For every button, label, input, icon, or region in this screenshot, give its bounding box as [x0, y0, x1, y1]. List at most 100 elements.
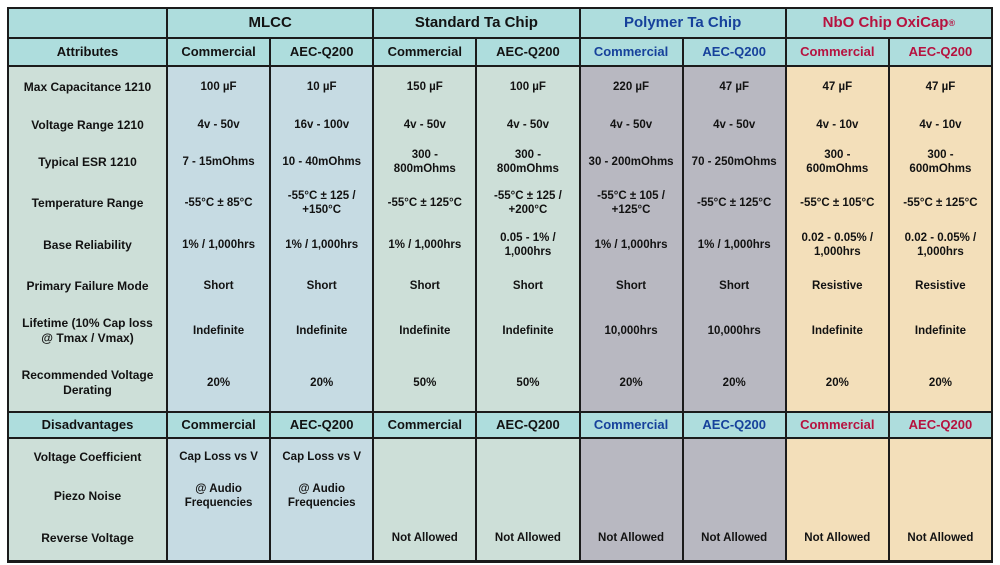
- cell-temperature-range-standard-ta-commercial: -55°C ± 125°C: [372, 181, 476, 225]
- corner-cell: [9, 9, 166, 39]
- cell-lifetime-10-cap-loss-tmax-vmax-polymer-commercial: 10,000hrs: [578, 307, 682, 355]
- cell-max-capacitance-1210-standard-ta-commercial: 150 µF: [372, 67, 476, 107]
- cell-primary-failure-mode-nbo-aec-q200: Resistive: [887, 265, 991, 307]
- cell-reverse-voltage-nbo-aec-q200: Not Allowed: [887, 516, 991, 560]
- cell-typical-esr-1210-mlcc-commercial: 7 - 15mOhms: [166, 143, 270, 181]
- subheader-standard-ta-aec-q200: AEC-Q200: [475, 39, 579, 67]
- cell-voltage-range-1210-nbo-commercial: 4v - 10v: [784, 107, 888, 143]
- cell-voltage-coefficient-mlcc-commercial: Cap Loss vs V: [166, 439, 270, 476]
- cell-temperature-range-mlcc-commercial: -55°C ± 85°C: [166, 181, 270, 225]
- cell-voltage-range-1210-mlcc-commercial: 4v - 50v: [166, 107, 270, 143]
- cell-reverse-voltage-polymer-commercial: Not Allowed: [578, 516, 682, 560]
- row-label-max-capacitance-1210: Max Capacitance 1210: [9, 67, 166, 107]
- cell-lifetime-10-cap-loss-tmax-vmax-nbo-commercial: Indefinite: [784, 307, 888, 355]
- cell-recommended-voltage-derating-standard-ta-aec-q200: 50%: [475, 355, 579, 411]
- disadvantages-subheader-nbo-aec-q200: AEC-Q200: [887, 411, 991, 439]
- cell-piezo-noise-polymer-aec-q200: [681, 476, 785, 516]
- subheader-polymer-commercial: Commercial: [578, 39, 682, 67]
- cell-piezo-noise-nbo-commercial: [784, 476, 888, 516]
- cell-base-reliability-nbo-commercial: 0.02 - 0.05% / 1,000hrs: [784, 225, 888, 265]
- cell-temperature-range-mlcc-aec-q200: -55°C ± 125 / +150°C: [269, 181, 373, 225]
- cell-primary-failure-mode-standard-ta-commercial: Short: [372, 265, 476, 307]
- disadvantages-subheader-mlcc-aec-q200: AEC-Q200: [269, 411, 373, 439]
- cell-primary-failure-mode-polymer-commercial: Short: [578, 265, 682, 307]
- disadvantages-subheader-mlcc-commercial: Commercial: [166, 411, 270, 439]
- disadvantages-subheader-nbo-commercial: Commercial: [784, 411, 888, 439]
- cell-max-capacitance-1210-nbo-aec-q200: 47 µF: [887, 67, 991, 107]
- cell-voltage-coefficient-standard-ta-aec-q200: [475, 439, 579, 476]
- cell-lifetime-10-cap-loss-tmax-vmax-standard-ta-aec-q200: Indefinite: [475, 307, 579, 355]
- cell-recommended-voltage-derating-nbo-commercial: 20%: [784, 355, 888, 411]
- cell-voltage-coefficient-polymer-commercial: [578, 439, 682, 476]
- cell-max-capacitance-1210-polymer-aec-q200: 47 µF: [681, 67, 785, 107]
- cell-max-capacitance-1210-standard-ta-aec-q200: 100 µF: [475, 67, 579, 107]
- cell-base-reliability-mlcc-aec-q200: 1% / 1,000hrs: [269, 225, 373, 265]
- cell-base-reliability-standard-ta-commercial: 1% / 1,000hrs: [372, 225, 476, 265]
- cell-piezo-noise-standard-ta-aec-q200: [475, 476, 579, 516]
- cell-max-capacitance-1210-mlcc-commercial: 100 µF: [166, 67, 270, 107]
- disadvantages-header: Disadvantages: [9, 411, 166, 439]
- cell-temperature-range-standard-ta-aec-q200: -55°C ± 125 / +200°C: [475, 181, 579, 225]
- cell-temperature-range-polymer-aec-q200: -55°C ± 125°C: [681, 181, 785, 225]
- cell-lifetime-10-cap-loss-tmax-vmax-polymer-aec-q200: 10,000hrs: [681, 307, 785, 355]
- cell-primary-failure-mode-polymer-aec-q200: Short: [681, 265, 785, 307]
- row-label-voltage-range-1210: Voltage Range 1210: [9, 107, 166, 143]
- group-header-polymer-ta-chip: Polymer Ta Chip: [578, 9, 785, 39]
- cell-base-reliability-polymer-commercial: 1% / 1,000hrs: [578, 225, 682, 265]
- cell-voltage-range-1210-standard-ta-commercial: 4v - 50v: [372, 107, 476, 143]
- cell-max-capacitance-1210-mlcc-aec-q200: 10 µF: [269, 67, 373, 107]
- row-label-recommended-voltage-derating: Recommended Voltage Derating: [9, 355, 166, 411]
- cell-reverse-voltage-nbo-commercial: Not Allowed: [784, 516, 888, 560]
- row-label-reverse-voltage: Reverse Voltage: [9, 516, 166, 560]
- row-label-typical-esr-1210: Typical ESR 1210: [9, 143, 166, 181]
- cell-temperature-range-polymer-commercial: -55°C ± 105 / +125°C: [578, 181, 682, 225]
- cell-typical-esr-1210-standard-ta-aec-q200: 300 - 800mOhms: [475, 143, 579, 181]
- subheader-nbo-commercial: Commercial: [784, 39, 888, 67]
- registered-trademark-symbol: ®: [948, 17, 956, 28]
- row-label-piezo-noise: Piezo Noise: [9, 476, 166, 516]
- cell-temperature-range-nbo-aec-q200: -55°C ± 125°C: [887, 181, 991, 225]
- cell-voltage-range-1210-mlcc-aec-q200: 16v - 100v: [269, 107, 373, 143]
- disadvantages-subheader-standard-ta-commercial: Commercial: [372, 411, 476, 439]
- cell-piezo-noise-polymer-commercial: [578, 476, 682, 516]
- cell-lifetime-10-cap-loss-tmax-vmax-mlcc-commercial: Indefinite: [166, 307, 270, 355]
- cell-recommended-voltage-derating-mlcc-aec-q200: 20%: [269, 355, 373, 411]
- cell-reverse-voltage-standard-ta-aec-q200: Not Allowed: [475, 516, 579, 560]
- cell-reverse-voltage-mlcc-aec-q200: [269, 516, 373, 560]
- cell-voltage-range-1210-polymer-aec-q200: 4v - 50v: [681, 107, 785, 143]
- cell-recommended-voltage-derating-nbo-aec-q200: 20%: [887, 355, 991, 411]
- cell-voltage-coefficient-polymer-aec-q200: [681, 439, 785, 476]
- comparison-table: MLCC Standard Ta Chip Polymer Ta Chip NbO C…: [7, 7, 993, 563]
- group-header-nbo-chip-oxicap: NbO Chip OxiCap ®: [784, 9, 991, 39]
- subheader-nbo-aec-q200: AEC-Q200: [887, 39, 991, 67]
- disadvantages-subheader-polymer-aec-q200: AEC-Q200: [681, 411, 785, 439]
- cell-primary-failure-mode-mlcc-commercial: Short: [166, 265, 270, 307]
- cell-primary-failure-mode-mlcc-aec-q200: Short: [269, 265, 373, 307]
- attributes-header: Attributes: [9, 39, 166, 67]
- cell-typical-esr-1210-standard-ta-commercial: 300 - 800mOhms: [372, 143, 476, 181]
- cell-typical-esr-1210-nbo-commercial: 300 - 600mOhms: [784, 143, 888, 181]
- subheader-standard-ta-commercial: Commercial: [372, 39, 476, 67]
- disadvantages-subheader-polymer-commercial: Commercial: [578, 411, 682, 439]
- cell-voltage-range-1210-nbo-aec-q200: 4v - 10v: [887, 107, 991, 143]
- cell-reverse-voltage-standard-ta-commercial: Not Allowed: [372, 516, 476, 560]
- group-header-standard-ta-chip: Standard Ta Chip: [372, 9, 579, 39]
- row-label-primary-failure-mode: Primary Failure Mode: [9, 265, 166, 307]
- cell-voltage-coefficient-nbo-commercial: [784, 439, 888, 476]
- cell-lifetime-10-cap-loss-tmax-vmax-nbo-aec-q200: Indefinite: [887, 307, 991, 355]
- cell-voltage-coefficient-mlcc-aec-q200: Cap Loss vs V: [269, 439, 373, 476]
- cell-typical-esr-1210-nbo-aec-q200: 300 - 600mOhms: [887, 143, 991, 181]
- cell-primary-failure-mode-nbo-commercial: Resistive: [784, 265, 888, 307]
- cell-voltage-coefficient-standard-ta-commercial: [372, 439, 476, 476]
- cell-voltage-range-1210-standard-ta-aec-q200: 4v - 50v: [475, 107, 579, 143]
- cell-max-capacitance-1210-nbo-commercial: 47 µF: [784, 67, 888, 107]
- cell-base-reliability-mlcc-commercial: 1% / 1,000hrs: [166, 225, 270, 265]
- cell-primary-failure-mode-standard-ta-aec-q200: Short: [475, 265, 579, 307]
- cell-lifetime-10-cap-loss-tmax-vmax-mlcc-aec-q200: Indefinite: [269, 307, 373, 355]
- cell-base-reliability-nbo-aec-q200: 0.02 - 0.05% / 1,000hrs: [887, 225, 991, 265]
- disadvantages-subheader-standard-ta-aec-q200: AEC-Q200: [475, 411, 579, 439]
- cell-base-reliability-polymer-aec-q200: 1% / 1,000hrs: [681, 225, 785, 265]
- cell-piezo-noise-mlcc-aec-q200: @ Audio Frequencies: [269, 476, 373, 516]
- row-label-voltage-coefficient: Voltage Coefficient: [9, 439, 166, 476]
- cell-base-reliability-standard-ta-aec-q200: 0.05 - 1% / 1,000hrs: [475, 225, 579, 265]
